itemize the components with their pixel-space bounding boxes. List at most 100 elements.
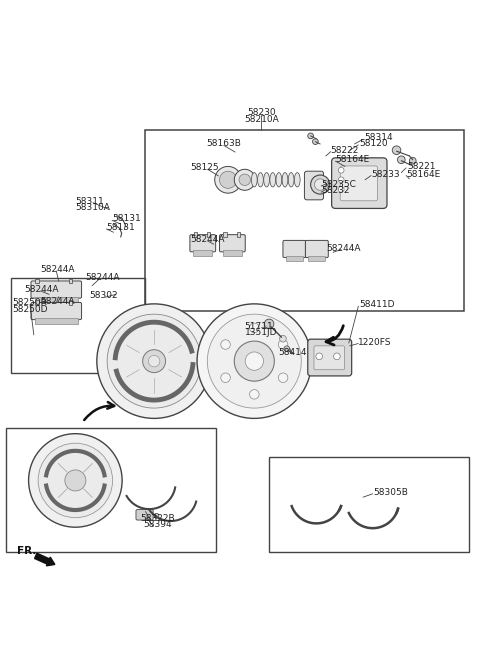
Circle shape	[148, 355, 160, 367]
Text: 58305B: 58305B	[373, 488, 408, 497]
Circle shape	[221, 373, 230, 382]
Circle shape	[234, 170, 255, 190]
Ellipse shape	[294, 173, 300, 187]
Circle shape	[338, 177, 344, 183]
Text: 58120: 58120	[360, 139, 388, 148]
Bar	[193, 251, 212, 256]
Bar	[194, 232, 197, 237]
Bar	[69, 300, 72, 305]
Circle shape	[278, 373, 288, 382]
Circle shape	[65, 470, 86, 491]
Bar	[35, 318, 78, 324]
Circle shape	[154, 513, 159, 518]
Text: 58164E: 58164E	[406, 170, 440, 179]
Bar	[144, 130, 464, 311]
Text: 58414: 58414	[278, 348, 307, 357]
Text: 58131: 58131	[107, 223, 135, 232]
Circle shape	[338, 186, 344, 192]
Text: 58311: 58311	[75, 197, 104, 205]
Bar	[11, 277, 144, 373]
Circle shape	[284, 346, 289, 352]
Bar	[35, 279, 39, 283]
Text: 58314: 58314	[364, 133, 393, 142]
Ellipse shape	[276, 173, 282, 187]
Ellipse shape	[252, 173, 257, 187]
Text: 58235C: 58235C	[321, 180, 356, 189]
FancyBboxPatch shape	[283, 240, 306, 257]
Bar	[223, 232, 227, 237]
Text: 58222: 58222	[331, 146, 359, 155]
Circle shape	[314, 179, 326, 190]
Text: 58232: 58232	[321, 186, 349, 196]
Text: 51711: 51711	[245, 322, 274, 331]
Text: 58230: 58230	[247, 108, 276, 118]
Text: 58244A: 58244A	[190, 235, 224, 244]
Circle shape	[280, 335, 286, 342]
Text: 58322B: 58322B	[140, 514, 174, 523]
Text: 58244A: 58244A	[24, 285, 59, 294]
Circle shape	[250, 390, 259, 399]
Text: FR.: FR.	[17, 547, 36, 557]
FancyBboxPatch shape	[31, 303, 82, 320]
Text: 58233: 58233	[371, 170, 400, 179]
Circle shape	[392, 146, 401, 154]
Text: 58164E: 58164E	[336, 155, 370, 164]
Text: 58221: 58221	[407, 162, 435, 171]
Ellipse shape	[264, 173, 269, 187]
Circle shape	[219, 171, 237, 188]
Circle shape	[239, 174, 251, 186]
Bar	[207, 232, 210, 237]
Circle shape	[207, 314, 301, 408]
Circle shape	[107, 314, 201, 408]
Circle shape	[278, 340, 288, 349]
Text: 58244A: 58244A	[40, 297, 75, 306]
FancyBboxPatch shape	[340, 166, 377, 201]
Circle shape	[215, 166, 241, 193]
Circle shape	[38, 443, 113, 517]
Text: 58250D: 58250D	[12, 305, 48, 314]
Text: 58163B: 58163B	[206, 140, 241, 148]
Text: 58310A: 58310A	[75, 203, 110, 212]
Circle shape	[197, 304, 312, 418]
Circle shape	[311, 175, 330, 194]
Ellipse shape	[270, 173, 276, 187]
Circle shape	[250, 323, 259, 332]
FancyBboxPatch shape	[190, 235, 216, 252]
Bar	[286, 256, 303, 261]
Text: 58302: 58302	[90, 291, 118, 301]
Circle shape	[397, 156, 405, 164]
Bar	[269, 457, 469, 552]
FancyArrow shape	[35, 553, 55, 566]
Text: 58244A: 58244A	[326, 243, 360, 253]
Bar	[308, 256, 325, 261]
FancyBboxPatch shape	[314, 346, 345, 370]
Bar	[237, 232, 240, 237]
Ellipse shape	[258, 173, 264, 187]
Circle shape	[308, 133, 313, 139]
Circle shape	[29, 434, 122, 527]
Circle shape	[143, 350, 166, 372]
Circle shape	[312, 139, 318, 144]
Text: 58394: 58394	[143, 520, 172, 529]
Bar	[223, 251, 242, 256]
Ellipse shape	[282, 173, 288, 187]
Circle shape	[234, 341, 275, 381]
Ellipse shape	[288, 173, 294, 187]
Text: 1220FS: 1220FS	[359, 338, 392, 346]
FancyBboxPatch shape	[136, 509, 153, 520]
Circle shape	[409, 158, 416, 164]
Text: 58125: 58125	[190, 164, 218, 172]
Circle shape	[221, 340, 230, 349]
Bar	[69, 279, 72, 283]
Text: 58244A: 58244A	[85, 273, 120, 282]
FancyBboxPatch shape	[219, 235, 245, 252]
Circle shape	[97, 304, 211, 418]
FancyBboxPatch shape	[304, 171, 324, 200]
Text: 58250R: 58250R	[12, 299, 47, 307]
Circle shape	[338, 168, 344, 173]
Circle shape	[245, 352, 264, 370]
Circle shape	[334, 353, 340, 360]
Text: 58131: 58131	[112, 214, 141, 223]
FancyBboxPatch shape	[332, 158, 387, 208]
FancyBboxPatch shape	[305, 240, 328, 257]
